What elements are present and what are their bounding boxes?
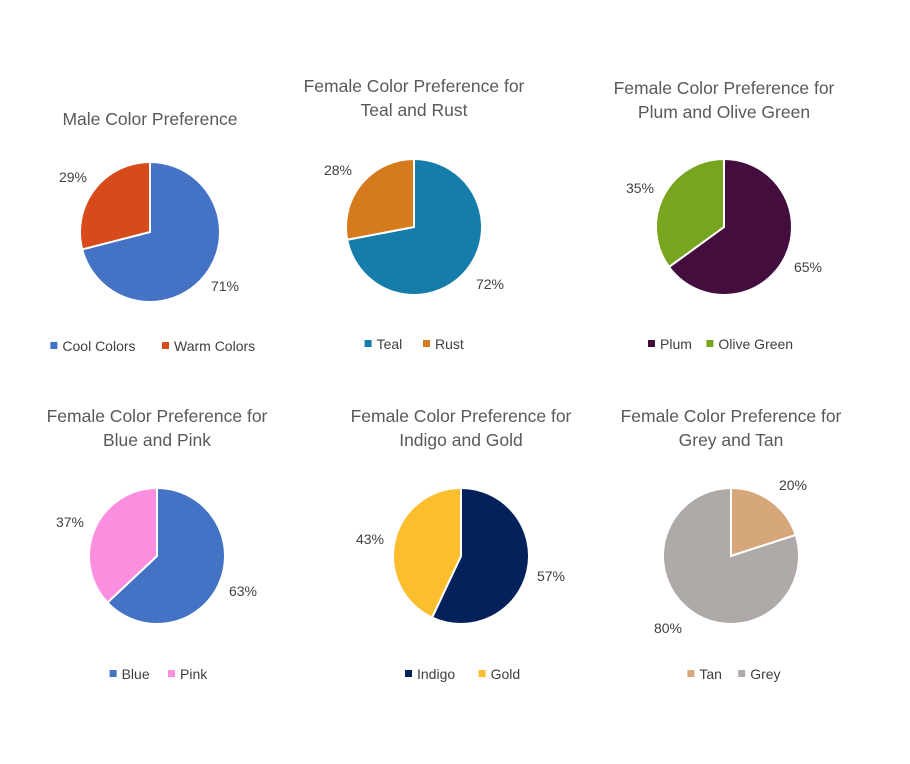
chart-title: Teal and Rust (360, 100, 467, 120)
chart-title: Grey and Tan (679, 430, 784, 450)
legend-label: Gold (491, 666, 521, 682)
data-label: 20% (779, 477, 807, 493)
legend-swatch (687, 670, 695, 677)
legend-swatch (168, 670, 175, 677)
legend-swatch (50, 342, 58, 349)
chart-title: Male Color Preference (62, 109, 237, 129)
pie-slice-warm-colors (79, 160, 151, 251)
legend-swatch (162, 342, 169, 349)
chart-title: Plum and Olive Green (638, 102, 810, 122)
legend-label: Plum (660, 336, 692, 352)
legend-swatch (738, 670, 746, 677)
legend-swatch (706, 340, 714, 347)
legend-label: Grey (750, 666, 780, 682)
chart-title: Female Color Preference for (304, 76, 525, 96)
data-label: 43% (356, 531, 384, 547)
data-label: 80% (654, 620, 682, 636)
legend-label: Olive Green (718, 336, 793, 352)
pie-chart-6: Female Color Preference for Grey and Tan 2… (621, 406, 842, 682)
data-label: 71% (211, 278, 239, 294)
legend-label: Teal (377, 336, 403, 352)
legend-swatch (405, 670, 412, 677)
legend-swatch (478, 670, 486, 677)
legend-label: Pink (180, 666, 208, 682)
legend-label: Warm Colors (174, 338, 255, 354)
legend-label: Indigo (417, 666, 455, 682)
pie-chart-5: Female Color Preference for Indigo and Go… (351, 406, 572, 682)
data-label: 65% (794, 259, 822, 275)
pie-slice-olive-green (655, 157, 725, 269)
pie-slice-tan (730, 486, 797, 558)
legend-label: Cool Colors (62, 338, 135, 354)
data-label: 28% (324, 162, 352, 178)
data-label: 72% (476, 276, 504, 292)
pie-chart-2: Female Color Preference for Teal and Rust… (304, 76, 525, 352)
pie-slice-cool-colors (80, 160, 221, 303)
pie-slice-pink (88, 486, 158, 604)
pie-chart-4: Female Color Preference for Blue and Pink… (47, 406, 268, 682)
chart-title: Indigo and Gold (399, 430, 523, 450)
pie-slice-plum (667, 157, 793, 296)
chart-title: Female Color Preference for (47, 406, 268, 426)
legend-swatch (109, 670, 117, 677)
pie-chart-1: Male Color Preference 71% 29% Cool Colors Wa… (50, 109, 255, 354)
data-label: 29% (59, 169, 87, 185)
data-label: 57% (537, 568, 565, 584)
pie-slice-grey (662, 486, 800, 625)
chart-title: Female Color Preference for (614, 78, 835, 98)
legend-swatch (423, 340, 430, 347)
legend-label: Blue (122, 666, 150, 682)
pie-slice-rust (345, 157, 415, 241)
data-label: 37% (56, 514, 84, 530)
chart-title: Female Color Preference for (621, 406, 842, 426)
pie-slice-indigo (430, 486, 530, 625)
legend-swatch (648, 340, 655, 347)
legend-label: Tan (699, 666, 722, 682)
pie-chart-3: Female Color Preference for Plum and Oliv… (614, 78, 835, 352)
chart-title: Blue and Pink (103, 430, 211, 450)
chart-title: Female Color Preference for (351, 406, 572, 426)
data-label: 63% (229, 583, 257, 599)
pie-slice-blue (106, 486, 226, 625)
legend-swatch (364, 340, 372, 347)
pie-slice-gold (392, 486, 462, 619)
legend-label: Rust (435, 336, 464, 352)
data-label: 35% (626, 180, 654, 196)
